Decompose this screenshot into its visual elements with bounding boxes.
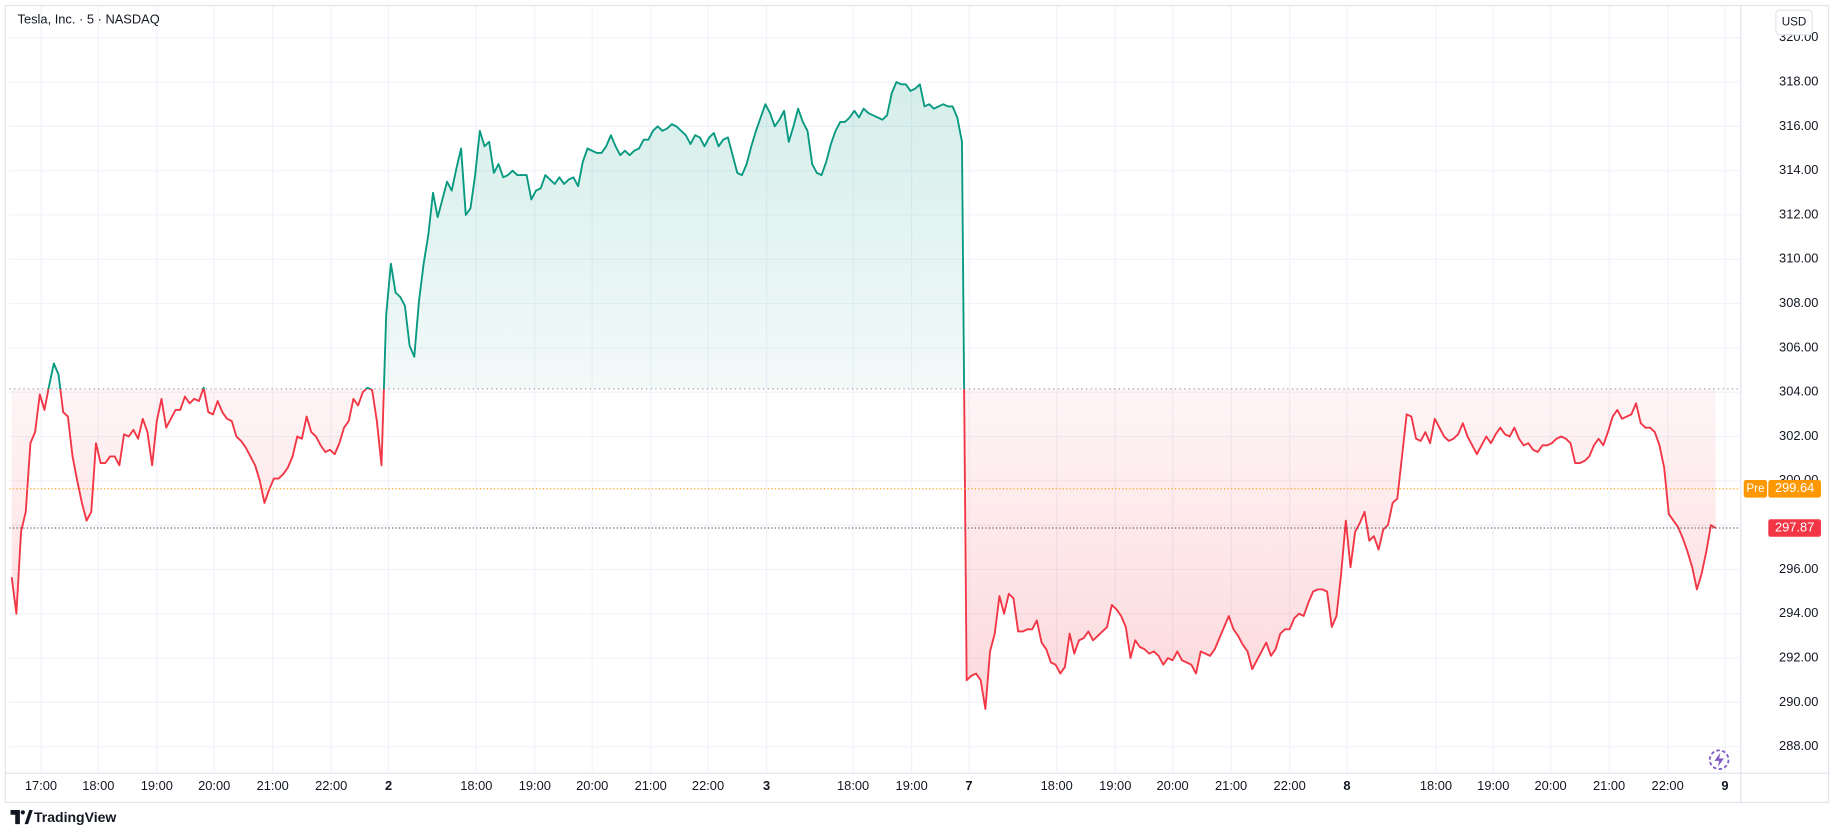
x-tick-label: 20:00 <box>576 778 608 793</box>
brand-name[interactable]: TradingView <box>34 809 116 825</box>
x-tick-label: 21:00 <box>257 778 289 793</box>
brand-logo[interactable] <box>10 810 33 825</box>
pre-market-tag <box>1743 480 1768 498</box>
y-tick-label: 310.00 <box>1779 251 1818 266</box>
y-tick-label: 294.00 <box>1779 605 1818 620</box>
x-tick-label: 19:00 <box>1477 778 1509 793</box>
price-line <box>10 81 1717 710</box>
y-tick-label: 312.00 <box>1779 206 1818 221</box>
y-tick-label: 314.00 <box>1779 162 1818 177</box>
x-tick-label: 20:00 <box>198 778 230 793</box>
currency-button[interactable] <box>1775 9 1813 36</box>
pre-market-price-box <box>1768 480 1821 498</box>
axes: 288.00290.00292.00294.00296.00298.00300.… <box>25 29 1821 793</box>
pre-market-price-label: 299.64 <box>1775 480 1814 495</box>
currency-label[interactable]: USD <box>1782 16 1807 29</box>
y-tick-label: 316.00 <box>1779 118 1818 133</box>
y-tick-label: 296.00 <box>1779 561 1818 576</box>
x-tick-label: 22:00 <box>692 778 724 793</box>
pre-market-tag-label: Pre <box>1746 482 1764 495</box>
x-tick-label: 19:00 <box>896 778 928 793</box>
x-tick-label: 18:00 <box>1420 778 1452 793</box>
x-tick-label: 18:00 <box>460 778 492 793</box>
baseline-area <box>11 82 1716 710</box>
y-tick-label: 306.00 <box>1779 339 1818 354</box>
x-tick-label: 18:00 <box>1041 778 1073 793</box>
lightning-icon[interactable] <box>1708 749 1730 770</box>
x-tick-label: 19:00 <box>1099 778 1131 793</box>
x-tick-label: 9 <box>1721 778 1728 793</box>
x-tick-label: 2 <box>385 778 392 793</box>
x-tick-label: 21:00 <box>1593 778 1625 793</box>
last-price-box <box>1768 519 1821 537</box>
y-tick-label: 318.00 <box>1779 73 1818 88</box>
x-tick-label: 7 <box>965 778 972 793</box>
x-tick-label: 21:00 <box>635 778 667 793</box>
y-tick-label: 292.00 <box>1779 649 1818 664</box>
x-tick-label: 22:00 <box>1274 778 1306 793</box>
x-tick-label: 3 <box>763 778 770 793</box>
x-tick-label: 19:00 <box>141 778 173 793</box>
chart-title: Tesla, Inc. · 5 · NASDAQ <box>18 12 160 27</box>
x-tick-label: 21:00 <box>1215 778 1247 793</box>
frame <box>4 4 1830 804</box>
last-price-label: 297.87 <box>1775 519 1814 534</box>
y-tick-label: 308.00 <box>1779 295 1818 310</box>
y-tick-label: 290.00 <box>1779 694 1818 709</box>
x-tick-label: 20:00 <box>1535 778 1567 793</box>
y-tick-label: 288.00 <box>1779 738 1818 753</box>
y-tick-label: 304.00 <box>1779 384 1818 399</box>
plot-area <box>9 81 1741 710</box>
x-tick-label: 22:00 <box>315 778 347 793</box>
x-tick-label: 22:00 <box>1652 778 1684 793</box>
y-tick-label: 302.00 <box>1779 428 1818 443</box>
x-tick-label: 20:00 <box>1157 778 1189 793</box>
x-tick-label: 17:00 <box>25 778 57 793</box>
x-tick-label: 19:00 <box>519 778 551 793</box>
x-tick-label: 18:00 <box>82 778 114 793</box>
x-tick-label: 18:00 <box>837 778 869 793</box>
x-tick-label: 8 <box>1343 778 1350 793</box>
